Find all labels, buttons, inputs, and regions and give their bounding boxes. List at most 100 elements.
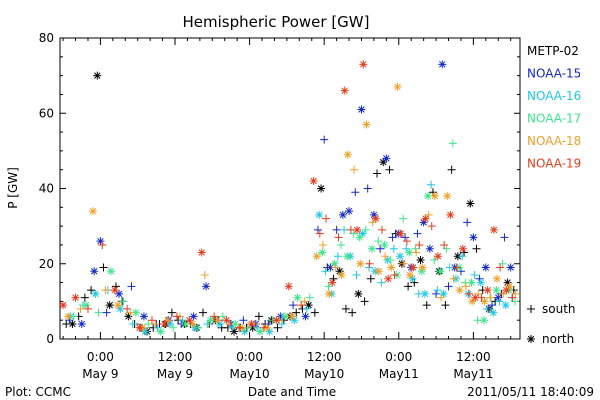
south-point [123, 304, 132, 313]
north-point [91, 289, 100, 298]
north-point [481, 263, 490, 272]
south-point [144, 319, 153, 328]
south-point [376, 244, 385, 253]
legend-item-noaa-17: NOAA-17 [527, 112, 581, 126]
south-point [360, 297, 369, 306]
north-point [425, 244, 434, 253]
south-point [401, 233, 409, 242]
south-point [385, 165, 394, 174]
south-point [289, 301, 298, 310]
south-point [427, 180, 436, 189]
south-point [377, 278, 386, 287]
south-point [430, 255, 439, 264]
north-point [139, 312, 148, 321]
south-point [496, 263, 505, 272]
south-point [461, 282, 470, 291]
north-point [345, 207, 354, 216]
marker-legend-south: south [542, 302, 576, 316]
south-point [463, 218, 472, 227]
south-point [218, 312, 227, 321]
south-point [381, 252, 390, 261]
y-tick-label: 40 [39, 182, 54, 196]
south-point [373, 169, 382, 178]
north-point [197, 248, 206, 257]
north-point [213, 316, 222, 325]
south-point [483, 304, 492, 313]
north-point [502, 286, 511, 295]
south-point [101, 286, 110, 295]
north-point [141, 327, 150, 336]
south-point [411, 244, 420, 253]
south-point [415, 240, 424, 249]
south-point [332, 225, 341, 234]
series-noaa-19 [59, 60, 517, 332]
north-point [492, 286, 501, 295]
south-point [239, 316, 248, 325]
north-point [328, 278, 337, 287]
south-point [447, 165, 456, 174]
south-point [388, 233, 397, 242]
south-point [441, 301, 450, 310]
north-point [315, 210, 324, 219]
south-point [148, 316, 156, 325]
north-point [405, 248, 414, 257]
x-tick-label-date: May 9 [157, 367, 193, 381]
north-point [113, 301, 122, 310]
x-tick-label-time: 0:00 [385, 350, 412, 364]
series-metp-02 [62, 71, 518, 336]
south-point [352, 271, 361, 280]
north-point [419, 218, 428, 227]
north-point [353, 225, 362, 234]
north-point [455, 286, 464, 295]
south-point [273, 323, 282, 332]
south-point [102, 308, 111, 317]
south-point [83, 304, 92, 313]
south-point [87, 286, 96, 295]
north-point [430, 192, 439, 201]
north-point [215, 319, 224, 328]
north-point [433, 252, 442, 261]
north-point [374, 267, 383, 276]
north-point [355, 233, 364, 242]
south-point [318, 240, 327, 249]
north-point [231, 319, 240, 328]
north-point [396, 229, 405, 238]
south-point [465, 289, 474, 298]
north-point [494, 293, 503, 302]
north-point [110, 286, 119, 295]
north-point [290, 316, 299, 325]
south-point [302, 304, 311, 313]
north-point [160, 319, 169, 328]
x-tick-label-time: 0:00 [236, 350, 263, 364]
chart-title: Hemispheric Power [GW] [183, 13, 370, 31]
north-point [304, 301, 313, 310]
north-point [189, 312, 198, 321]
north-point [405, 271, 414, 280]
south-point [348, 308, 357, 317]
north-point [312, 252, 321, 261]
south-point [350, 165, 359, 174]
north-point [309, 176, 318, 185]
x-tick-label-date: May10 [304, 367, 344, 381]
north-point [105, 301, 114, 310]
south-point [321, 267, 330, 276]
south-point [477, 293, 486, 302]
legend-item-metp-02: METP-02 [527, 44, 579, 58]
north-point [458, 244, 467, 253]
north-point [476, 278, 485, 287]
north-point [368, 244, 377, 253]
north-point [489, 225, 498, 234]
legend: METP-02 NOAA-15 NOAA-16 NOAA-17 NOAA-18 NOAA-… [527, 44, 581, 171]
north-point [446, 210, 455, 219]
north-point [420, 289, 429, 298]
y-axis: 0 20 40 60 80 [39, 31, 520, 346]
north-point [337, 271, 346, 280]
south-point [364, 263, 373, 272]
x-tick-label-time: 12:00 [307, 350, 342, 364]
north-point [362, 120, 371, 129]
north-point [379, 158, 388, 167]
y-axis-label: P [GW] [6, 167, 20, 209]
south-point [440, 240, 449, 249]
south-point [402, 237, 411, 246]
